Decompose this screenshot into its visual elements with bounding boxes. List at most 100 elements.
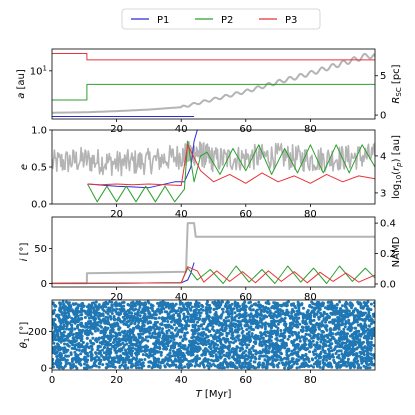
scatter-point — [221, 307, 225, 311]
scatter-point — [85, 336, 89, 340]
scatter-point — [272, 354, 276, 358]
scatter-point — [230, 363, 234, 367]
scatter-point — [350, 311, 354, 315]
scatter-point — [72, 357, 76, 361]
scatter-point — [319, 340, 323, 344]
scatter-point — [186, 310, 190, 314]
scatter-point — [148, 360, 152, 364]
x-tick-label: 20 — [110, 375, 123, 386]
scatter-point — [265, 330, 269, 334]
panel-1-frame — [51, 48, 376, 120]
scatter-point — [138, 318, 141, 322]
scatter-point — [351, 321, 355, 325]
scatter-point — [155, 364, 159, 368]
scatter-point — [288, 324, 292, 328]
scatter-point — [85, 328, 89, 332]
scatter-point — [240, 331, 244, 335]
scatter-point — [144, 316, 148, 320]
panel-1-plot — [52, 52, 375, 117]
scatter-point — [167, 323, 171, 327]
scatter-point — [254, 322, 258, 326]
scatter-point — [310, 305, 314, 309]
scatter-point — [204, 350, 208, 354]
scatter-point — [83, 309, 87, 313]
scatter-point — [97, 344, 101, 348]
scatter-point — [100, 336, 104, 340]
scatter-point — [179, 310, 183, 314]
scatter-point — [141, 316, 145, 320]
scatter-point — [263, 365, 267, 369]
scatter-point — [318, 353, 321, 357]
scatter-point — [239, 323, 243, 326]
scatter-point — [362, 331, 366, 335]
scatter-point — [169, 302, 173, 306]
scatter-point — [135, 339, 138, 343]
scatter-point — [205, 359, 209, 363]
scatter-point — [56, 344, 60, 348]
scatter-point — [288, 361, 292, 365]
scatter-point — [201, 352, 205, 356]
scatter-point — [88, 329, 92, 332]
scatter-point — [335, 303, 339, 307]
scatter-point — [128, 319, 132, 323]
scatter-point — [359, 351, 363, 355]
scatter-point — [189, 308, 193, 312]
series-p2-panel-1 — [52, 83, 375, 101]
scatter-point — [217, 347, 221, 351]
scatter-point — [327, 349, 331, 353]
x-tick-label: 80 — [304, 292, 317, 303]
scatter-point — [69, 353, 73, 356]
scatter-point — [52, 338, 55, 342]
scatter-point — [269, 311, 273, 315]
scatter-point — [212, 341, 216, 345]
scatter-point — [295, 312, 299, 316]
scatter-point — [75, 348, 79, 352]
panel-3-plot — [52, 222, 375, 285]
scatter-point — [72, 339, 76, 343]
scatter-point — [350, 348, 354, 352]
scatter-point — [97, 320, 100, 324]
scatter-point — [209, 364, 213, 368]
scatter-point — [159, 322, 163, 326]
scatter-point — [373, 304, 375, 308]
scatter-point — [265, 364, 269, 368]
scatter-point — [62, 303, 66, 306]
scatter-point — [164, 347, 168, 351]
scatter-point — [91, 341, 95, 345]
y-tick-label: 200 — [28, 327, 47, 338]
scatter-point — [119, 309, 123, 313]
scatter-point — [298, 339, 302, 343]
scatter-point — [52, 309, 56, 313]
scatter-point — [137, 348, 141, 352]
scatter-point — [228, 344, 232, 347]
scatter-point — [249, 300, 252, 304]
scatter-point — [253, 366, 256, 370]
scatter-point — [311, 339, 315, 343]
scatter-point — [279, 329, 283, 332]
y-tick-label: 50 — [34, 244, 47, 255]
scatter-point — [296, 303, 300, 307]
scatter-point — [55, 350, 59, 354]
scatter-point — [316, 322, 320, 326]
scatter-point — [334, 319, 338, 323]
scatter-point — [112, 341, 115, 344]
scatter-point — [52, 301, 55, 305]
scatter-point — [222, 353, 226, 357]
scatter-point — [97, 337, 101, 341]
scatter-point — [67, 302, 70, 306]
scatter-point — [83, 316, 87, 319]
scatter-point — [244, 311, 247, 315]
scatter-point — [122, 334, 126, 338]
scatter-point — [244, 353, 248, 357]
scatter-point — [159, 307, 163, 311]
scatter-point — [277, 303, 281, 307]
scatter-point — [201, 319, 205, 323]
scatter-point — [73, 327, 77, 331]
scatter-point — [245, 346, 249, 349]
scatter-point — [187, 352, 190, 356]
scatter-point — [105, 350, 109, 354]
y-tick-label: 0.0 — [31, 200, 47, 211]
scatter-point — [369, 340, 373, 344]
scatter-point — [198, 357, 202, 360]
scatter-point — [231, 337, 235, 341]
